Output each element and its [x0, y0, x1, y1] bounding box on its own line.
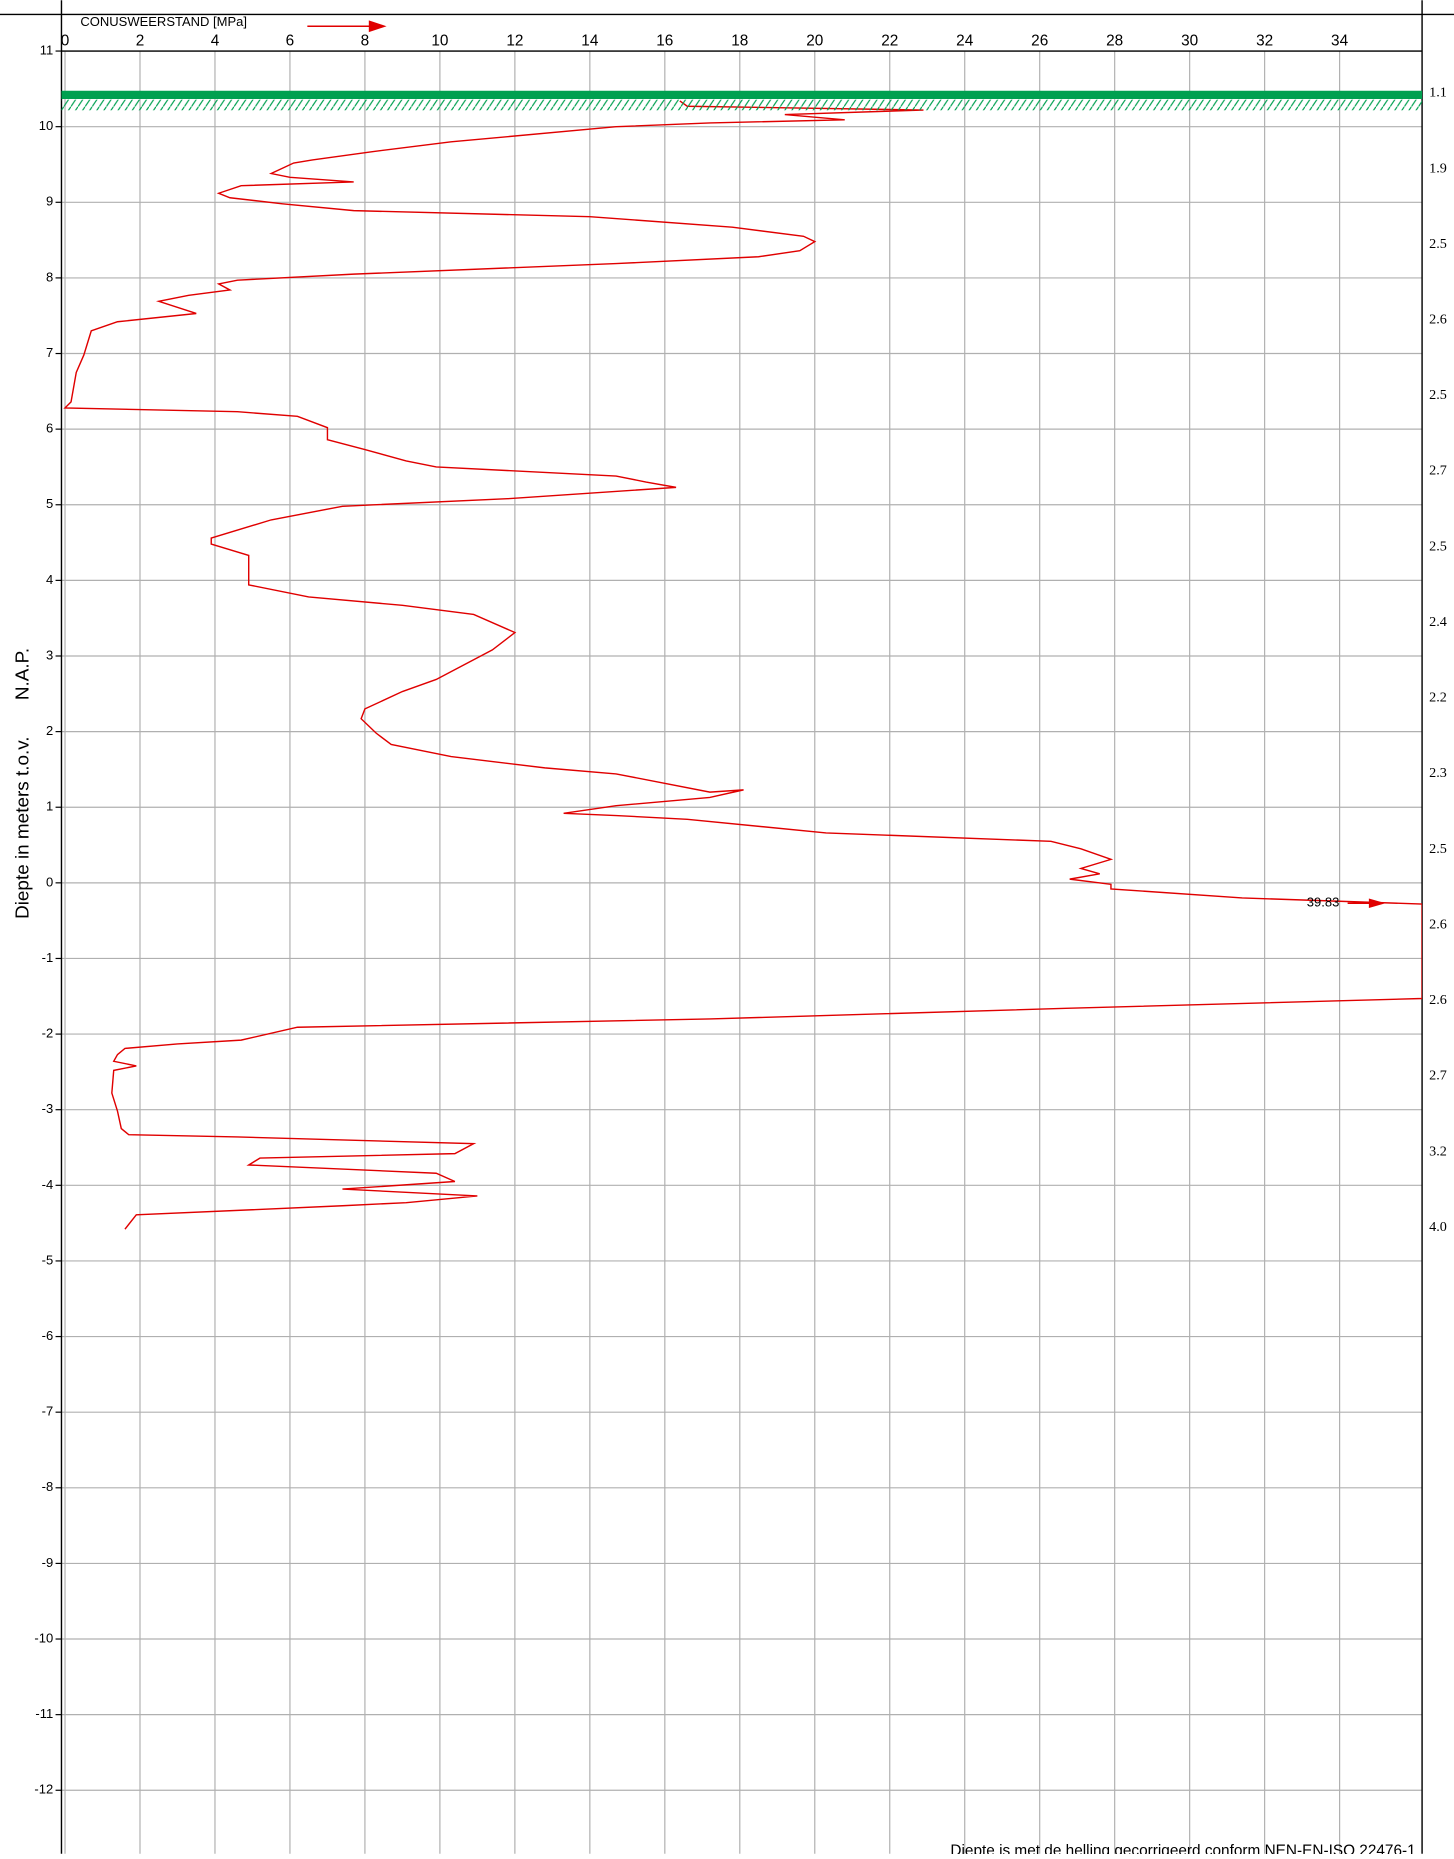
- y-tick-label: -9: [42, 1555, 54, 1570]
- y-tick-label: -4: [42, 1177, 54, 1192]
- y-tick-label: -6: [42, 1328, 54, 1343]
- x-tick-label: 24: [956, 33, 974, 50]
- friction-label: 2.7: [1429, 1068, 1447, 1084]
- y-tick-label: -1: [42, 950, 54, 965]
- x-tick-label: 26: [1031, 33, 1048, 50]
- x-tick-label: 30: [1181, 33, 1198, 50]
- friction-label: 2.7: [1429, 463, 1447, 479]
- y-axis-label-ref: N.A.P.: [13, 648, 34, 700]
- y-tick-label: 8: [46, 269, 53, 284]
- cone-resistance-line: [63, 100, 1423, 1230]
- friction-label: 2.5: [1429, 841, 1447, 857]
- x-tick-label: 0: [61, 33, 70, 50]
- friction-label: 2.5: [1429, 387, 1447, 403]
- y-tick-label: 9: [46, 194, 53, 209]
- y-tick-label: -3: [42, 1101, 54, 1116]
- y-tick-label: 11: [40, 42, 54, 57]
- y-tick-label: -5: [42, 1252, 54, 1267]
- y-tick-label: 1: [46, 799, 53, 814]
- y-tick-label: 4: [46, 572, 53, 587]
- friction-label: 2.5: [1429, 538, 1447, 554]
- friction-label: 2.6: [1429, 312, 1447, 328]
- friction-label: 2.5: [1429, 236, 1447, 252]
- x-tick-label: 10: [431, 33, 448, 50]
- x-tick-label: 2: [136, 33, 145, 50]
- x-tick-label: 16: [656, 33, 673, 50]
- y-tick-label: 5: [46, 496, 53, 511]
- friction-label: 2.6: [1429, 916, 1447, 932]
- x-tick-label: 20: [806, 33, 823, 50]
- x-tick-label: 22: [881, 33, 898, 50]
- y-tick-label: 3: [46, 647, 53, 662]
- friction-label: 1.9: [1429, 160, 1447, 176]
- grid: [61, 50, 1423, 1854]
- max-arrowhead: [1368, 898, 1386, 908]
- max-value-label: 39.83: [1307, 895, 1340, 910]
- y-tick-label: -8: [42, 1479, 54, 1494]
- y-tick-label: -11: [35, 1706, 53, 1721]
- x-tick-label: 18: [731, 33, 748, 50]
- x-tick-label: 34: [1331, 33, 1349, 50]
- y-tick-label: -2: [42, 1026, 54, 1041]
- plot-area: [63, 100, 1423, 1230]
- x-tick-label: 4: [211, 33, 220, 50]
- footnote: Diepte is met de helling gecorrigeerd co…: [950, 1842, 1415, 1854]
- x-tick-label: 8: [361, 33, 370, 50]
- friction-label: 2.3: [1429, 765, 1447, 781]
- x-tick-label: 28: [1106, 33, 1123, 50]
- y-tick-label: 0: [46, 874, 53, 889]
- friction-label: 3.2: [1429, 1143, 1447, 1159]
- y-tick-label: 7: [46, 345, 53, 360]
- direction-arrowhead: [368, 20, 387, 33]
- y-tick-label: 10: [39, 118, 53, 133]
- friction-label: 2.2: [1429, 690, 1447, 706]
- chart-title: CONUSWEERSTAND [MPa]: [80, 14, 247, 29]
- x-tick-label: 14: [581, 33, 599, 50]
- y-axis-label: Diepte in meters t.o.v.: [13, 736, 34, 918]
- friction-label: 4.0: [1429, 1219, 1447, 1235]
- friction-label: 1.1: [1429, 85, 1447, 101]
- x-tick-label: 32: [1256, 33, 1273, 50]
- y-tick-label: -10: [34, 1630, 53, 1645]
- y-tick-label: -7: [42, 1404, 54, 1419]
- y-tick-label: 6: [46, 421, 53, 436]
- x-tick-label: 12: [506, 33, 523, 50]
- friction-label: 2.6: [1429, 992, 1447, 1008]
- x-tick-label: 6: [286, 33, 295, 50]
- friction-label: 2.4: [1429, 614, 1447, 630]
- y-tick-label: -12: [34, 1782, 53, 1797]
- ground-hatch: [61, 99, 1423, 111]
- y-tick-label: 2: [46, 723, 53, 738]
